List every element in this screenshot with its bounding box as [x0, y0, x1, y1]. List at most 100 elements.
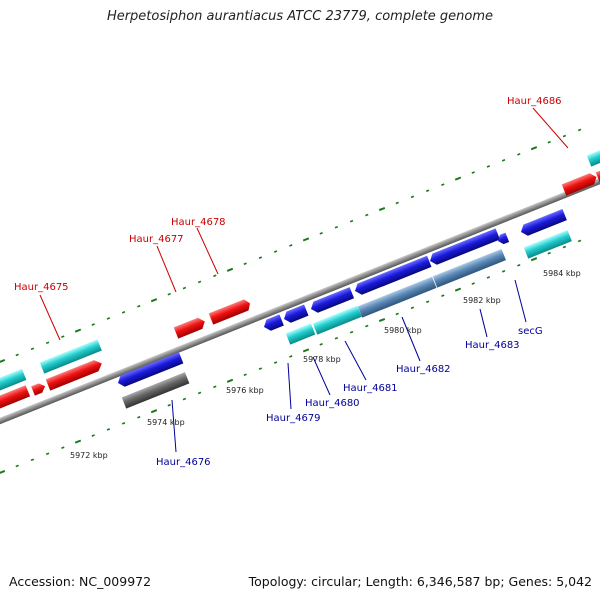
scale-label: 5984 kbp: [543, 269, 581, 278]
scale-tick: [334, 336, 339, 340]
scale-tick: [562, 134, 567, 138]
gene-arrow[interactable]: [39, 339, 102, 374]
scale-tick: [319, 232, 323, 235]
gene-arrow[interactable]: [0, 385, 31, 412]
gene-label[interactable]: Haur_4682: [396, 364, 451, 375]
gene-label[interactable]: Haur_4675: [14, 282, 69, 293]
scale-tick: [167, 292, 171, 296]
gene-arrow[interactable]: [116, 352, 184, 388]
scale-tick: [319, 343, 323, 346]
scale-tick: [137, 415, 141, 419]
gene-arrow[interactable]: [31, 382, 47, 396]
scale-tick: [577, 239, 582, 243]
gene-arrow[interactable]: [428, 228, 501, 266]
scale-tick: [530, 146, 538, 151]
gene-arrow[interactable]: [586, 144, 600, 167]
scale-tick: [454, 176, 462, 181]
scale-tick: [486, 165, 491, 168]
gene-arrow[interactable]: [353, 255, 432, 297]
scale-tick: [547, 140, 551, 144]
gene-arrow[interactable]: [432, 248, 506, 288]
gene-label[interactable]: Haur_4681: [343, 383, 398, 394]
gene-label[interactable]: Haur_4677: [129, 234, 184, 245]
reverse-gene-labels: Haur_4676 Haur_4679 Haur_4680 Haur_4681 …: [156, 326, 543, 468]
scale-tick: [197, 280, 202, 284]
scale-tick: [243, 262, 247, 266]
scale-tick: [30, 347, 35, 351]
scale-tick: [365, 324, 369, 328]
scale-tick: [74, 439, 82, 444]
scale-tick: [213, 385, 217, 389]
scale-tick: [349, 219, 354, 223]
gene-arrow[interactable]: [523, 229, 572, 259]
gene-label[interactable]: Haur_4683: [465, 340, 520, 351]
scale-tick: [289, 244, 293, 247]
gene-label[interactable]: Haur_4676: [156, 457, 211, 468]
gene-arrow[interactable]: [0, 368, 27, 394]
gene-label[interactable]: secG: [518, 326, 543, 337]
scale-tick: [0, 358, 6, 363]
gene-arrow[interactable]: [312, 305, 362, 335]
scale-tick: [61, 446, 65, 449]
scale-label: 5978 kbp: [303, 355, 341, 364]
gene-arrow[interactable]: [561, 171, 599, 196]
scale-tick: [425, 300, 430, 304]
scale-tick: [106, 317, 111, 320]
scale-tick: [410, 306, 415, 310]
scale-tick: [74, 328, 82, 333]
scale-tick: [334, 225, 339, 229]
forward-gene-labels: Haur_4675 Haur_4677 Haur_4678 Haur_4686: [14, 96, 562, 293]
gene-arrow[interactable]: [173, 316, 207, 339]
scale-tick: [441, 294, 445, 297]
scale-tick: [243, 373, 247, 377]
scale-label: 5974 kbp: [147, 418, 185, 427]
scale-tick: [471, 282, 475, 285]
scale-tick: [137, 304, 141, 308]
gene-label[interactable]: Haur_4678: [171, 217, 226, 228]
gene-label[interactable]: Haur_4679: [266, 413, 321, 424]
gene-arrow[interactable]: [262, 314, 284, 332]
gene-arrow[interactable]: [496, 232, 510, 246]
scale-tick: [547, 251, 551, 255]
scale-tick: [258, 367, 263, 370]
scale-tick: [395, 201, 399, 205]
scale-tick: [365, 213, 369, 217]
gene-arrow[interactable]: [45, 358, 104, 391]
scale-label: 5972 kbp: [70, 451, 108, 460]
gene-arrow[interactable]: [285, 323, 316, 345]
scale-ticks-forward: [0, 128, 582, 363]
scale-tick: [273, 250, 278, 253]
scale-tick: [150, 298, 158, 303]
scale-tick: [410, 195, 415, 199]
scale-tick: [45, 341, 50, 345]
scale-tick: [501, 270, 506, 273]
scale-label: 5980 kbp: [384, 326, 422, 335]
scale-tick: [289, 355, 293, 358]
scale-tick: [150, 409, 158, 414]
gene-arrow[interactable]: [309, 287, 355, 314]
scale-tick: [15, 353, 19, 357]
scale-tick: [378, 206, 386, 212]
scale-tick: [378, 317, 386, 323]
scale-label: 5982 kbp: [463, 296, 501, 305]
scale-tick: [530, 257, 538, 262]
gene-arrow[interactable]: [121, 372, 190, 409]
gene-label[interactable]: Haur_4680: [305, 398, 360, 409]
scale-tick: [182, 397, 187, 401]
scale-tick: [15, 464, 19, 468]
gene-arrow[interactable]: [357, 276, 437, 318]
scale-tick: [91, 323, 95, 326]
scale-tick: [226, 267, 234, 272]
scale-tick: [182, 286, 187, 290]
scale-tick: [106, 428, 111, 431]
scale-tick: [562, 245, 567, 249]
scale-tick: [197, 391, 202, 395]
scale-tick: [0, 469, 6, 474]
scale-tick: [30, 458, 35, 462]
gene-arrow[interactable]: [208, 298, 252, 325]
gene-arrow[interactable]: [282, 304, 309, 325]
gene-label[interactable]: Haur_4686: [507, 96, 562, 107]
gene-arrow[interactable]: [519, 208, 567, 238]
scale-tick: [167, 403, 171, 407]
